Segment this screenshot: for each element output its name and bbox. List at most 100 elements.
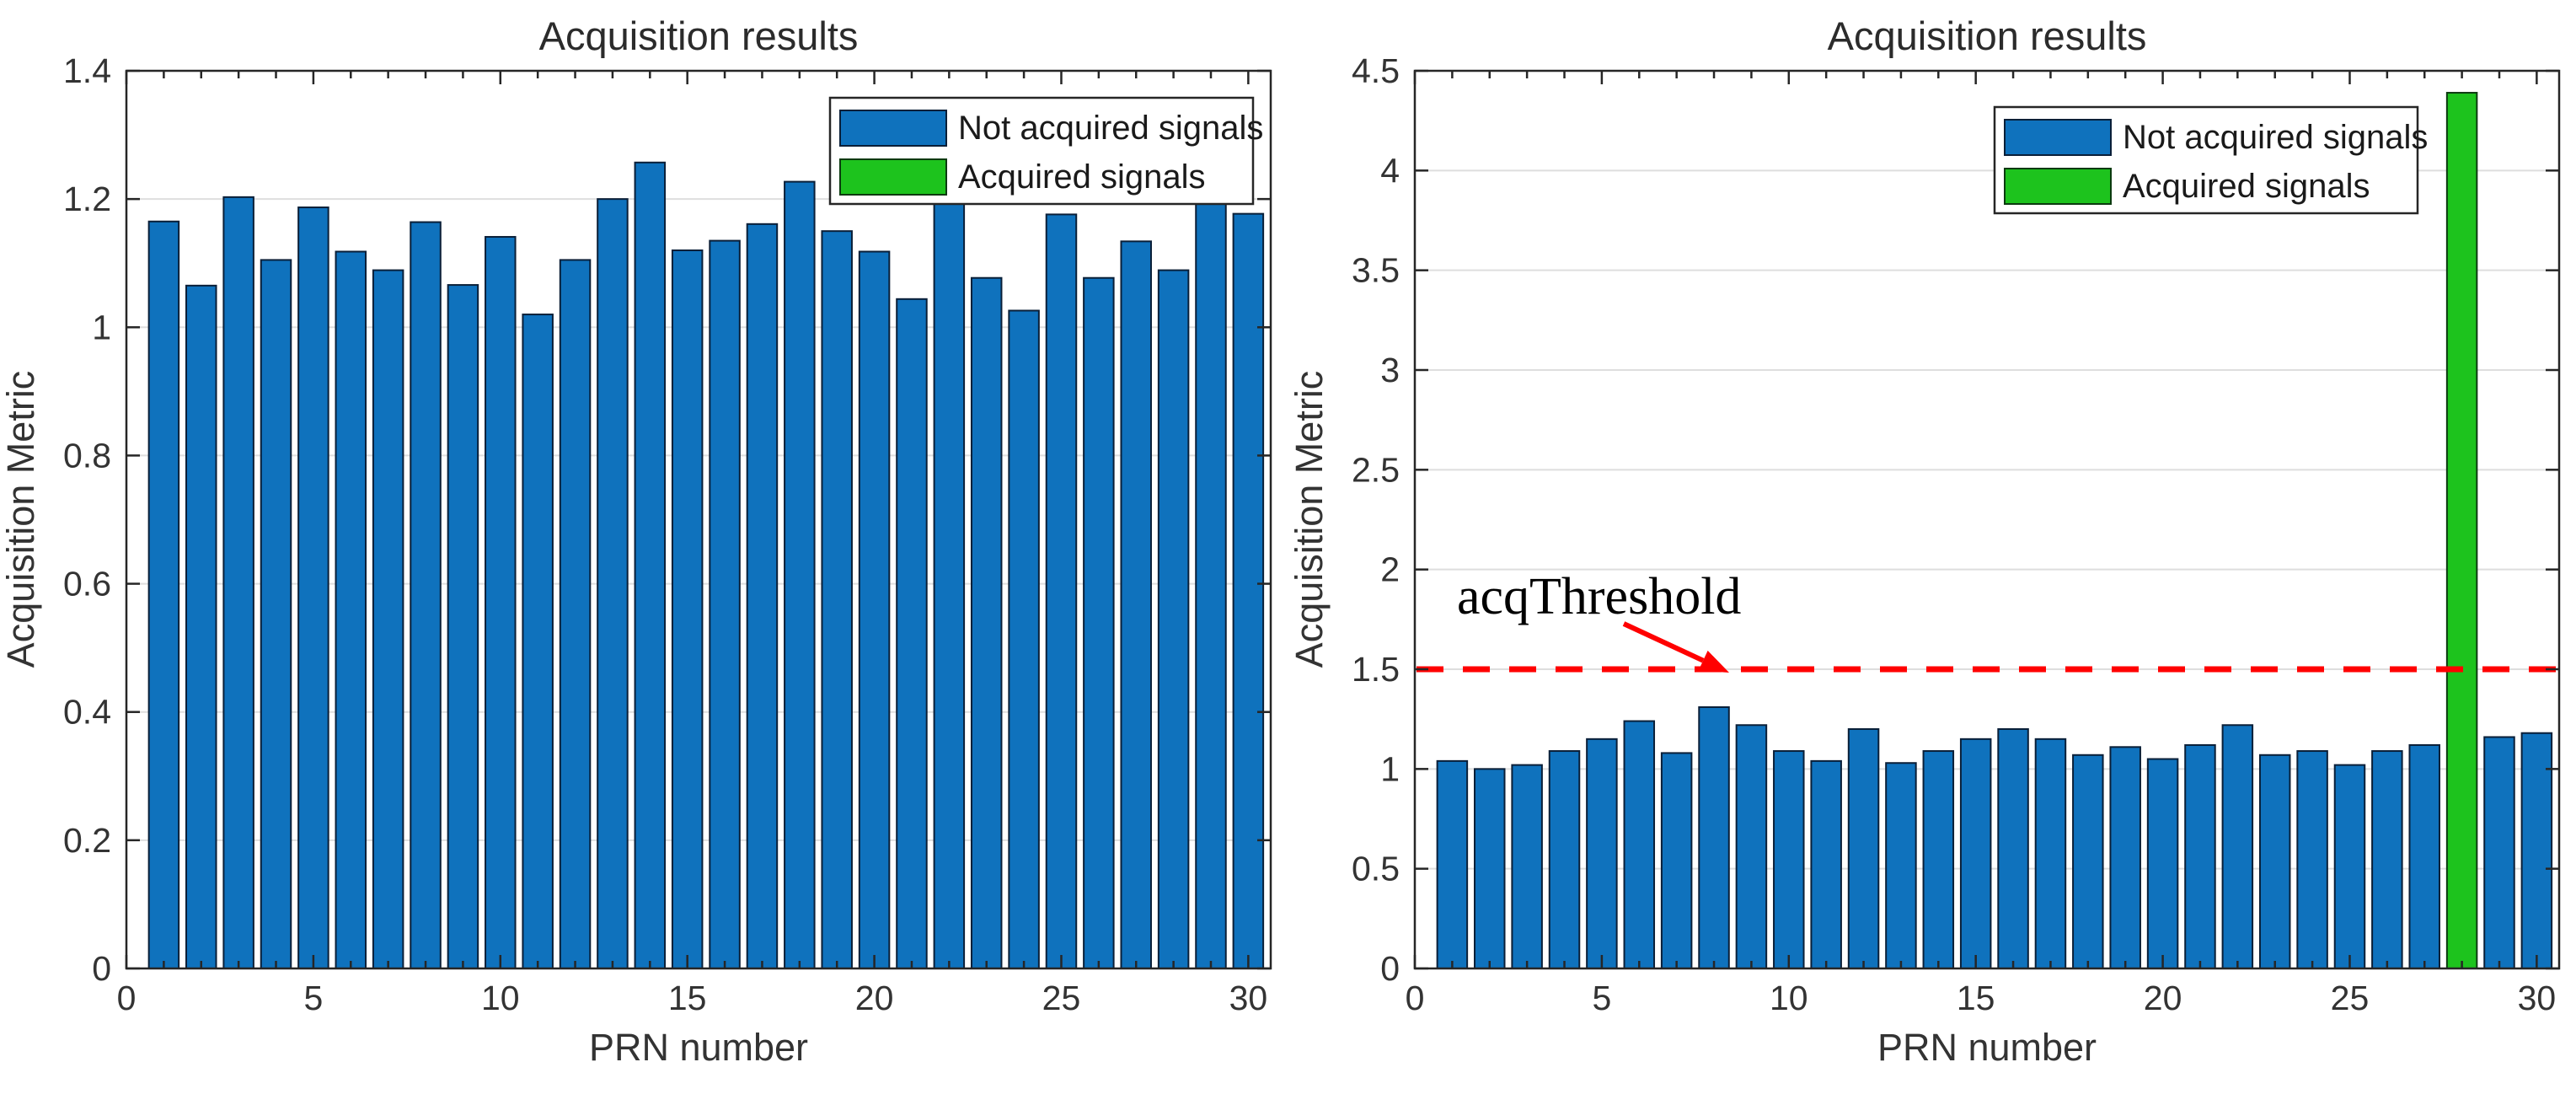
bar-prn-24 [2295,750,2328,969]
bar-prn-20 [858,250,891,969]
axes-box [1413,69,2560,970]
bar-prn-2 [185,284,217,969]
x-tick-label-15: 15 [668,979,707,1017]
x-tick-label-5: 5 [303,979,323,1017]
bar-prn-8 [410,221,442,969]
bar-prn-16 [1996,728,2029,969]
bar-prn-14 [634,161,667,969]
bar-prn-25 [1045,213,1078,969]
x-tick-label-0: 0 [117,979,137,1017]
bar-prn-22 [933,188,966,970]
y-tick-label-0: 0 [92,949,111,988]
y-tick-label-0.6: 0.6 [63,565,111,603]
axes-frame [1413,69,2560,970]
x-tick-label-25: 25 [1042,979,1081,1017]
y-tick-label-1: 1 [1380,749,1400,788]
bar-prn-4 [260,259,292,969]
y-tick-label-1: 1 [92,308,111,346]
x-axis-label: PRN number [1877,1026,2096,1069]
bar-prn-17 [746,223,779,969]
bar-prn-16 [709,239,741,969]
y-tick-label-0.4: 0.4 [63,693,111,732]
x-tick-label-5: 5 [1592,979,1611,1017]
y-tick-label-0: 0 [1380,949,1400,988]
bar-prn-6 [1623,720,1655,969]
y-tick-label-1.5: 1.5 [1352,650,1400,689]
bar-prn-22 [2221,724,2253,969]
chart-title: Acquisition results [1827,13,2146,58]
bar-prn-23 [970,276,1003,970]
bar-prn-17 [2034,738,2066,969]
axes-frame [125,69,1272,970]
bar-prn-26 [2370,750,2403,969]
legend-swatch-acquired [2003,168,2112,205]
bar-prn-7 [1660,752,1692,970]
y-tick-label-4: 4 [1380,151,1400,190]
bar-prn-3 [222,196,254,969]
y-tick-label-2: 2 [1380,550,1400,589]
x-tick-label-30: 30 [1229,979,1268,1017]
bars [147,161,1265,970]
plot-layers-1: 0 5 10 15 20 25 30 0 0.5 1 1.5 2 2.5 3 3.5 4 4.5 Not acqu… [1352,51,2560,1017]
bar-prn-13 [597,198,629,969]
bar-prn-11 [522,314,554,970]
x-tick-label-10: 10 [481,979,520,1017]
bar-prn-11 [1809,759,1842,969]
bar-prn-21 [896,298,928,970]
bar-prn-15 [1959,738,1991,969]
bar-prn-27 [2407,743,2440,970]
bar-prn-26 [1083,276,1115,970]
plot-layers-0: 0 5 10 15 20 25 30 0 0.2 0.4 0.6 0.8 1 1.2 1.4 Not acqu… [63,51,1272,1017]
bars [1436,92,2552,970]
axes-box [125,69,1272,970]
legend-label-acquired: Acquired signals [958,158,1206,196]
y-tick-label-0.8: 0.8 [63,436,111,475]
acq-threshold-label: acqThreshold [1457,568,1741,625]
bar-prn-3 [1510,764,1543,969]
bar-prn-5 [297,207,329,969]
bar-prn-2 [1473,768,1506,969]
left-acquisition-chart: 0 5 10 15 20 25 30 0 0.2 0.4 0.6 0.8 1 1.2 1.4 Not acqu… [0,13,1272,1069]
bar-prn-9 [447,284,479,970]
x-tick-label-10: 10 [1769,979,1807,1017]
bar-prn-25 [2333,764,2365,969]
chart-title: Acquisition results [539,13,859,58]
y-tick-label-4.5: 4.5 [1352,51,1400,90]
tick-labels: 0 5 10 15 20 25 30 0 0.2 0.4 0.6 0.8 1 1.2 1.4 [63,51,1267,1017]
legend: Not acquired signals Acquired signals [1993,105,2428,215]
bar-prn-1 [147,220,180,969]
legend-label-not-acquired: Not acquired signals [2123,119,2428,156]
legend: Not acquired signals Acquired signals [828,96,1263,206]
legend-swatch-acquired [839,158,947,196]
x-axis-label: PRN number [589,1026,808,1069]
legend-swatch-not-acquired [839,110,947,147]
y-tick-label-1.2: 1.2 [63,180,111,218]
bar-prn-29 [2482,736,2515,969]
bar-prn-6 [335,250,367,969]
x-tick-label-0: 0 [1405,979,1424,1017]
bar-prn-9 [1735,724,1767,969]
acquired-bar-prn-28 [2445,92,2477,970]
bar-prn-5 [1585,738,1618,969]
bar-prn-10 [1772,750,1805,969]
y-tick-label-3.5: 3.5 [1352,251,1400,290]
y-tick-label-2.5: 2.5 [1352,450,1400,489]
bar-prn-19 [821,230,853,969]
bar-prn-12 [559,259,592,969]
bar-prn-18 [784,180,816,969]
y-tick-label-0.2: 0.2 [63,821,111,860]
legend-swatch-not-acquired [2003,119,2112,156]
bar-prn-20 [2146,758,2178,969]
bar-prn-19 [2108,746,2141,969]
legend-label-acquired: Acquired signals [2123,168,2370,205]
threshold-arrow-head [1698,650,1729,673]
tick-labels: 0 5 10 15 20 25 30 0 0.5 1 1.5 2 2.5 3 3.5 4 4.5 [1352,51,2556,1017]
bar-prn-13 [1884,762,1917,969]
legend-label-not-acquired: Not acquired signals [958,110,1263,147]
x-tick-label-15: 15 [1956,979,1995,1017]
bar-prn-27 [1120,240,1152,970]
bar-prn-29 [1195,188,1227,970]
bar-prn-12 [1847,728,1879,969]
y-axis-label: Acquisition Metric [1288,371,1331,668]
